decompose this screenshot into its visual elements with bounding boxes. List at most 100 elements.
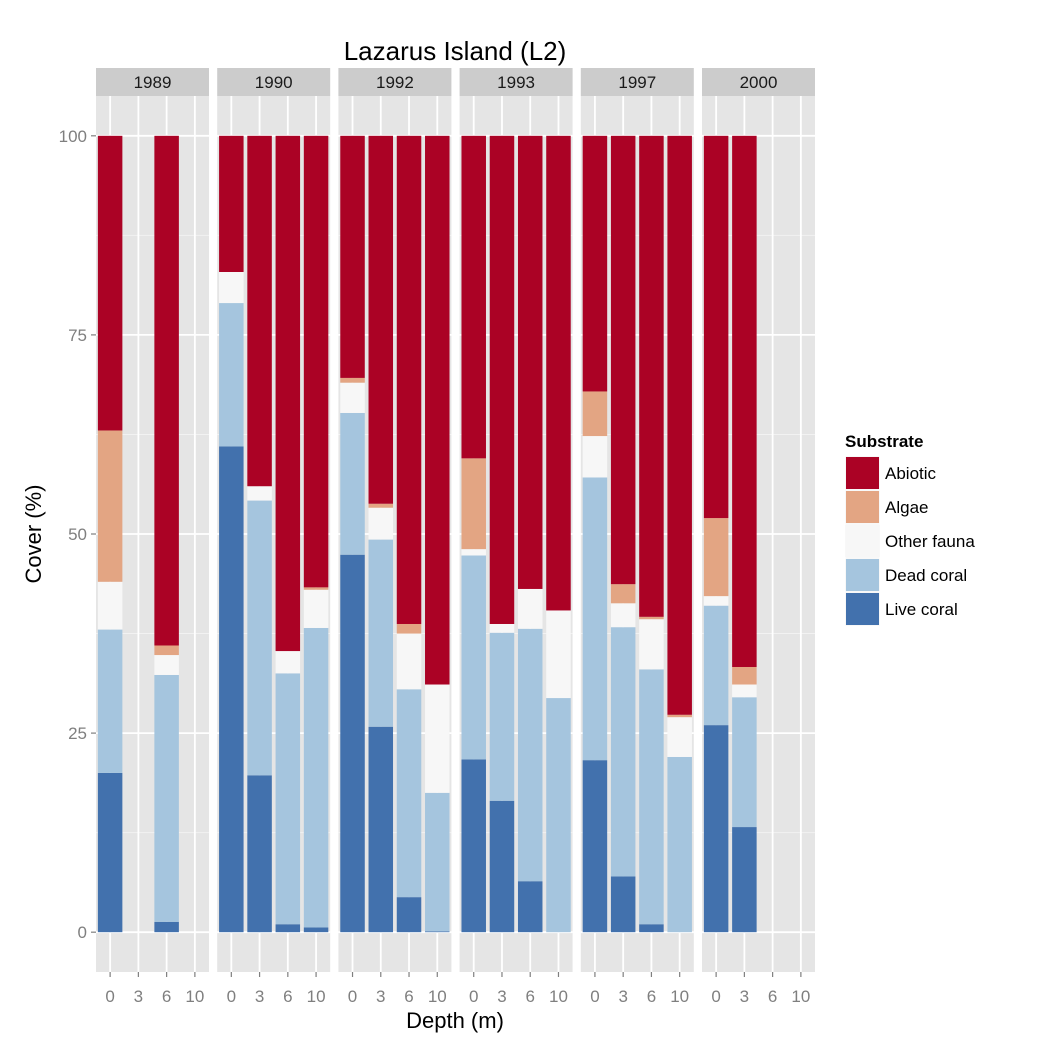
bar-segment-abiotic-1989-0m — [97, 135, 123, 431]
x-tick-label: 3 — [618, 987, 627, 1006]
bar-segment-live-coral-1993-0m — [461, 759, 486, 933]
bar-segment-live-coral-1997-0m — [582, 760, 608, 933]
x-tick-label: 10 — [428, 987, 447, 1006]
x-tick-label: 0 — [590, 987, 599, 1006]
x-tick-label: 0 — [105, 987, 114, 1006]
facet-panel-1992: 1992 0 3 6 10 — [338, 68, 452, 1006]
chart-title: Lazarus Island (L2) — [344, 36, 567, 66]
bar-segment-other-fauna-1990-6m — [275, 651, 301, 674]
bar-segment-other-fauna-1997-6m — [639, 619, 664, 670]
bar-segment-live-coral-1993-6m — [517, 881, 543, 933]
bar-segment-abiotic-1992-0m — [340, 135, 365, 378]
bar-segment-dead-coral-1990-10m — [303, 627, 329, 928]
legend-title: Substrate — [845, 432, 923, 451]
x-tick-label: 0 — [227, 987, 236, 1006]
legend-label: Abiotic — [885, 464, 937, 483]
x-tick-label: 6 — [162, 987, 171, 1006]
facet-strip — [96, 68, 209, 96]
bar-segment-other-fauna-2000-0m — [703, 596, 729, 606]
bar-segment-abiotic-1993-6m — [517, 135, 543, 589]
bar-segment-other-fauna-1990-10m — [303, 589, 329, 628]
facet-label-1992: 1992 — [376, 73, 414, 92]
bar-segment-dead-coral-1989-6m — [154, 674, 179, 922]
facet-label-2000: 2000 — [740, 73, 778, 92]
x-tick-label: 10 — [549, 987, 568, 1006]
facet-strip — [459, 68, 573, 96]
bar-segment-abiotic-1993-10m — [546, 135, 571, 611]
legend-swatch — [846, 593, 879, 625]
legend-item-other-fauna: Other fauna — [844, 523, 975, 559]
bar-segment-other-fauna-1990-0m — [219, 271, 244, 304]
bar-segment-live-coral-1989-6m — [154, 921, 179, 933]
y-tick-label: 100 — [59, 127, 87, 146]
facet-panel-1989: 1989 0 3 6 10 — [96, 68, 209, 1006]
x-tick-label: 10 — [185, 987, 204, 1006]
facet-panel-2000: 2000 0 3 6 10 — [702, 68, 815, 1006]
bar-segment-other-fauna-1989-6m — [154, 655, 179, 675]
bar-segment-live-coral-1997-6m — [639, 924, 664, 933]
bar-segment-dead-coral-2000-0m — [703, 605, 729, 726]
bar-segment-algae-1989-6m — [154, 645, 179, 656]
bar-segment-other-fauna-1990-3m — [247, 486, 272, 501]
y-axis-title: Cover (%) — [21, 484, 46, 583]
x-axis-title: Depth (m) — [406, 1008, 504, 1033]
legend-swatch — [846, 525, 879, 557]
bar-segment-algae-1992-3m — [368, 503, 394, 508]
legend-item-live-coral: Live coral — [844, 591, 958, 627]
legend-label: Other fauna — [885, 532, 975, 551]
legend-label: Dead coral — [885, 566, 967, 585]
bar-segment-live-coral-2000-0m — [703, 725, 729, 933]
facet-label-1989: 1989 — [134, 73, 172, 92]
bar-segment-other-fauna-1993-6m — [517, 588, 543, 629]
bar-segment-algae-1992-0m — [340, 377, 365, 383]
bar-segment-dead-coral-1992-10m — [425, 792, 450, 932]
bar-segment-abiotic-1992-3m — [368, 135, 394, 504]
bar-segment-live-coral-1992-0m — [340, 554, 365, 933]
bar-segment-abiotic-1992-6m — [396, 135, 422, 624]
facet-strip — [702, 68, 815, 96]
x-tick-label: 6 — [525, 987, 534, 1006]
legend-swatch — [846, 559, 879, 591]
facet-strip — [338, 68, 452, 96]
x-tick-label: 6 — [768, 987, 777, 1006]
x-tick-label: 10 — [307, 987, 326, 1006]
bar-segment-algae-1997-0m — [582, 391, 608, 437]
y-tick-label: 0 — [78, 923, 87, 942]
bar-segment-abiotic-1990-0m — [219, 135, 244, 272]
bar-segment-live-coral-1989-0m — [97, 772, 123, 933]
bar-segment-live-coral-1990-0m — [219, 446, 244, 933]
legend-label: Live coral — [885, 600, 958, 619]
y-tick-label: 25 — [68, 724, 87, 743]
x-tick-label: 10 — [670, 987, 689, 1006]
bar-segment-dead-coral-1992-6m — [396, 689, 422, 898]
bar-segment-dead-coral-1993-0m — [461, 555, 486, 760]
bar-segment-dead-coral-1993-6m — [517, 628, 543, 882]
x-tick-label: 3 — [255, 987, 264, 1006]
x-tick-label: 0 — [711, 987, 720, 1006]
bar-segment-live-coral-1993-3m — [489, 800, 515, 933]
bar-segment-abiotic-1997-0m — [582, 135, 608, 392]
x-tick-label: 3 — [376, 987, 385, 1006]
bar-segment-dead-coral-1993-10m — [546, 698, 571, 933]
x-tick-label: 0 — [469, 987, 478, 1006]
bar-segment-algae-1997-10m — [667, 714, 692, 718]
facet-panel-1997: 1997 0 3 6 10 — [580, 68, 694, 1006]
facet-strip — [217, 68, 331, 96]
bar-segment-other-fauna-1992-3m — [368, 507, 394, 540]
y-tick-label: 75 — [68, 326, 87, 345]
legend-item-algae: Algae — [844, 489, 928, 525]
legend-swatch — [846, 491, 879, 523]
bar-segment-live-coral-1992-10m — [425, 931, 450, 933]
bar-segment-dead-coral-1989-0m — [97, 629, 123, 773]
bar-segment-live-coral-1997-3m — [610, 876, 636, 933]
bar-segment-abiotic-1997-3m — [610, 135, 636, 585]
bar-segment-abiotic-1993-0m — [461, 135, 486, 459]
bar-segment-algae-1990-10m — [303, 587, 329, 590]
legend: Substrate Abiotic Algae Other fauna Dead co… — [844, 432, 975, 627]
bar-segment-algae-2000-0m — [703, 518, 729, 597]
x-tick-label: 10 — [791, 987, 810, 1006]
facet-label-1990: 1990 — [255, 73, 293, 92]
bar-segment-dead-coral-1997-0m — [582, 477, 608, 761]
bar-segment-abiotic-1993-3m — [489, 135, 515, 624]
